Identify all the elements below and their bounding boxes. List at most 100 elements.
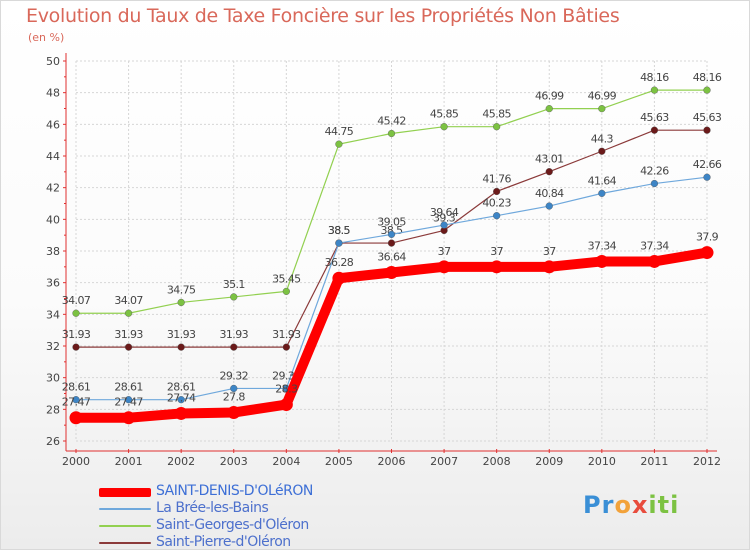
data-label-saint-georges-d-oleron: 34.07 <box>62 294 91 307</box>
data-label-saint-georges-d-oleron: 48.16 <box>640 71 669 84</box>
x-tick-label: 2003 <box>220 455 248 468</box>
data-label-la-bree-les-bains: 40.84 <box>535 187 564 200</box>
data-point-saint-georges-d-oleron <box>124 309 133 317</box>
data-label-saint-denis-d-oleron: 36.64 <box>377 251 406 264</box>
data-point-saint-georges-d-oleron <box>282 287 290 295</box>
x-tick-label: 2010 <box>588 455 616 468</box>
data-label-saint-denis-d-oleron: 37.34 <box>640 239 669 252</box>
logo-letter: t <box>657 491 671 519</box>
data-point-saint-denis-d-oleron <box>490 260 504 274</box>
x-tick-label: 2006 <box>378 455 406 468</box>
data-point-saint-denis-d-oleron <box>595 254 609 268</box>
logo-letter: i <box>670 491 680 519</box>
data-point-saint-denis-d-oleron <box>69 411 83 425</box>
legend-swatch <box>99 542 151 544</box>
y-tick-label: 32 <box>46 340 60 353</box>
data-label-saint-georges-d-oleron: 48.16 <box>693 71 722 84</box>
data-label-saint-denis-d-oleron: 27.47 <box>114 396 143 409</box>
data-label-saint-georges-d-oleron: 45.85 <box>430 108 459 121</box>
data-label-saint-denis-d-oleron: 37 <box>438 245 451 258</box>
data-label-saint-pierre-d-oleron: 44.3 <box>591 132 614 145</box>
data-label-saint-denis-d-oleron: 28.3 <box>275 383 298 396</box>
data-point-saint-pierre-d-oleron <box>124 343 133 351</box>
x-tick-label: 2009 <box>535 455 563 468</box>
logo-letter: x <box>631 491 649 519</box>
x-tick-label: 2002 <box>167 455 195 468</box>
data-point-saint-pierre-d-oleron <box>72 343 80 351</box>
logo-letter: P <box>583 491 602 519</box>
y-tick-label: 34 <box>46 308 60 321</box>
data-label-saint-georges-d-oleron: 45.85 <box>482 108 511 121</box>
data-label-saint-pierre-d-oleron: 43.01 <box>535 153 564 166</box>
data-label-la-bree-les-bains: 38.5 <box>328 224 351 237</box>
data-point-la-bree-les-bains <box>335 239 343 247</box>
data-point-saint-georges-d-oleron <box>493 123 501 131</box>
data-label-saint-pierre-d-oleron: 31.93 <box>220 328 249 341</box>
data-point-saint-denis-d-oleron <box>385 266 398 280</box>
data-label-saint-denis-d-oleron: 27.8 <box>223 391 246 404</box>
data-label-saint-georges-d-oleron: 35.45 <box>272 272 301 285</box>
data-point-la-bree-les-bains <box>598 189 606 197</box>
data-point-saint-pierre-d-oleron <box>282 343 290 351</box>
x-tick-label: 2011 <box>640 455 668 468</box>
legend-swatch <box>99 488 151 497</box>
data-point-saint-pierre-d-oleron <box>703 126 711 134</box>
data-point-saint-pierre-d-oleron <box>387 239 396 247</box>
data-point-saint-denis-d-oleron <box>647 254 661 268</box>
data-point-saint-pierre-d-oleron <box>230 343 238 351</box>
legend-label: Saint-Georges-d'Oléron <box>156 517 309 533</box>
data-point-saint-denis-d-oleron <box>122 411 136 425</box>
data-label-saint-pierre-d-oleron: 31.93 <box>114 328 143 341</box>
data-label-la-bree-les-bains: 29.32 <box>220 369 249 382</box>
x-tick-label: 2001 <box>115 455 143 468</box>
logo-letter: r <box>601 491 615 519</box>
y-unit-label: (en %) <box>28 31 65 44</box>
data-label-saint-denis-d-oleron: 27.47 <box>62 396 91 409</box>
data-label-saint-denis-d-oleron: 37 <box>543 245 556 258</box>
legend-swatch <box>99 525 151 527</box>
data-point-saint-pierre-d-oleron <box>545 168 553 176</box>
data-point-la-bree-les-bains <box>440 221 448 229</box>
data-label-saint-pierre-d-oleron: 45.63 <box>693 111 722 124</box>
legend-label: La Brée-les-Bains <box>156 500 269 516</box>
data-point-saint-georges-d-oleron <box>598 105 606 113</box>
data-point-la-bree-les-bains <box>72 396 80 404</box>
data-label-saint-denis-d-oleron: 27.74 <box>167 391 196 404</box>
data-label-saint-denis-d-oleron: 36.28 <box>325 256 354 269</box>
x-tick-label: 2008 <box>483 455 511 468</box>
legend-swatch <box>99 508 151 510</box>
y-tick-label: 38 <box>46 245 60 258</box>
y-tick-label: 40 <box>46 213 60 226</box>
logo-letter: o <box>614 491 632 519</box>
data-label-saint-pierre-d-oleron: 45.63 <box>640 111 669 124</box>
y-tick-label: 26 <box>46 435 60 448</box>
data-point-la-bree-les-bains <box>493 212 501 220</box>
x-tick-label: 2000 <box>62 455 90 468</box>
data-label-saint-pierre-d-oleron: 31.93 <box>167 328 196 341</box>
data-label-saint-georges-d-oleron: 46.99 <box>588 90 617 103</box>
data-label-la-bree-les-bains: 28.61 <box>114 381 143 394</box>
data-label-la-bree-les-bains: 42.26 <box>640 165 669 178</box>
data-point-saint-pierre-d-oleron <box>650 126 659 134</box>
data-point-saint-georges-d-oleron <box>545 105 553 113</box>
data-label-la-bree-les-bains: 39.05 <box>377 215 406 228</box>
y-tick-label: 46 <box>46 118 60 131</box>
data-point-saint-georges-d-oleron <box>650 86 659 94</box>
y-tick-label: 28 <box>46 403 60 416</box>
x-tick-label: 2004 <box>272 455 300 468</box>
y-tick-label: 30 <box>46 372 60 385</box>
y-tick-label: 50 <box>46 55 60 68</box>
data-label-saint-pierre-d-oleron: 38.5 <box>328 224 351 237</box>
data-label-saint-georges-d-oleron: 46.99 <box>535 90 564 103</box>
data-point-saint-georges-d-oleron <box>177 298 185 307</box>
data-point-saint-denis-d-oleron <box>174 406 188 420</box>
data-point-saint-georges-d-oleron <box>440 123 448 131</box>
data-label-saint-pierre-d-oleron: 39.3 <box>433 211 456 224</box>
data-label-la-bree-les-bains: 39.64 <box>430 206 459 219</box>
x-tick-label: 2012 <box>693 455 721 468</box>
data-label-saint-georges-d-oleron: 35.1 <box>223 278 245 291</box>
data-point-saint-denis-d-oleron <box>279 398 293 412</box>
data-label-saint-georges-d-oleron: 44.75 <box>325 125 354 138</box>
